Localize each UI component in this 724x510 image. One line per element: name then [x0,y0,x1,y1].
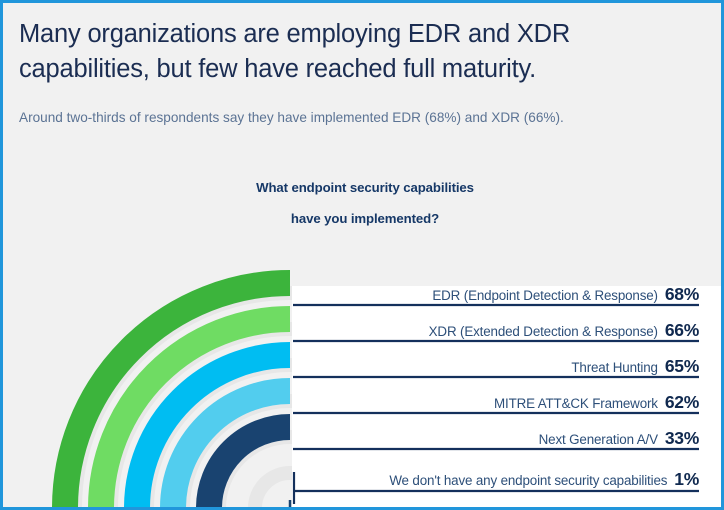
row-label: Next Generation A/V [538,432,658,447]
row-value: 62% [664,392,699,412]
data-arcs [52,270,292,507]
table-row[interactable]: Threat Hunting 65% [571,356,699,377]
arc-edr [52,270,291,507]
row-value: 66% [664,320,699,340]
label-panel [292,286,721,507]
row-label: EDR (Endpoint Detection & Response) [432,288,658,303]
page-title: Many organizations are employing EDR and… [19,20,571,84]
arc-next-gen-av [196,414,291,507]
arc-xdr [88,306,291,507]
row-value: 68% [664,284,699,304]
chart-question-line-2: have you implemented? [290,211,440,227]
table-row[interactable]: MITRE ATT&CK Framework 62% [494,392,699,413]
row-label: XDR (Extended Detection & Response) [428,324,658,339]
row-label: MITRE ATT&CK Framework [494,396,658,411]
arc-threat-hunting [124,342,291,507]
slide-header: Many organizations are employing EDR and… [3,3,721,127]
row-value: 33% [664,428,699,448]
row-value: 1% [674,469,699,489]
row-rules [293,303,699,493]
table-row[interactable]: We don't have any endpoint security capa… [389,469,699,490]
chart-question: What endpoint security capabilities have… [3,180,721,227]
row-value: 65% [664,356,699,376]
row-label: We don't have any endpoint security capa… [389,473,668,488]
row-label: Threat Hunting [571,360,658,375]
page-subtitle: Around two-thirds of respondents say the… [19,110,564,126]
arc-mitre [160,378,291,507]
table-row[interactable]: Next Generation A/V 33% [538,428,700,449]
chart-row-labels: EDR (Endpoint Detection & Response) 68% … [3,3,721,507]
chart-question-line-1: What endpoint security capabilities [256,180,474,195]
table-row[interactable]: XDR (Extended Detection & Response) 66% [428,320,700,341]
concentric-arc-chart [3,3,721,507]
table-row[interactable]: EDR (Endpoint Detection & Response) 68% [432,284,699,305]
